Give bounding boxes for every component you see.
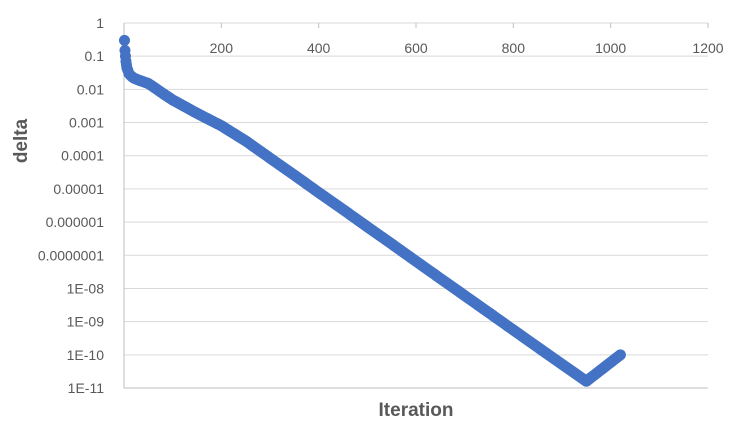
y-tick-label: 1E-11 — [68, 380, 105, 396]
x-tick-label: 800 — [502, 40, 526, 56]
x-tick-label: 400 — [307, 40, 331, 56]
y-tick-label: 1 — [96, 15, 104, 31]
x-tick-labels: 200 400 600 800 1000 1200 — [210, 40, 724, 56]
y-tick-label: 0.00001 — [53, 181, 104, 197]
data-point — [118, 34, 130, 46]
data-point — [614, 349, 626, 361]
data-series — [118, 34, 626, 387]
x-tick-label: 1000 — [595, 40, 626, 56]
x-tick-label: 600 — [404, 40, 428, 56]
y-axis-title: delta — [11, 118, 32, 163]
y-tick-label: 1E-09 — [67, 314, 105, 330]
x-tick-label: 1200 — [692, 40, 723, 56]
y-tick-labels: 1 0.1 0.01 0.001 0.0001 0.00001 0.000001 0.0000… — [38, 15, 104, 396]
y-tick-label: 0.0000001 — [38, 247, 104, 263]
grid-lines — [124, 22, 708, 356]
y-tick-label: 1E-08 — [67, 280, 105, 296]
y-tick-label: 0.001 — [69, 115, 104, 131]
axes — [123, 23, 709, 389]
x-tick-label: 200 — [210, 40, 234, 56]
y-tick-label: 0.01 — [77, 81, 104, 97]
y-tick-label: 0.0001 — [61, 148, 104, 164]
y-tick-label: 1E-10 — [67, 347, 105, 363]
x-axis-title: Iteration — [379, 400, 454, 421]
y-tick-label: 0.000001 — [46, 214, 105, 230]
y-tick-label: 0.1 — [85, 48, 105, 64]
